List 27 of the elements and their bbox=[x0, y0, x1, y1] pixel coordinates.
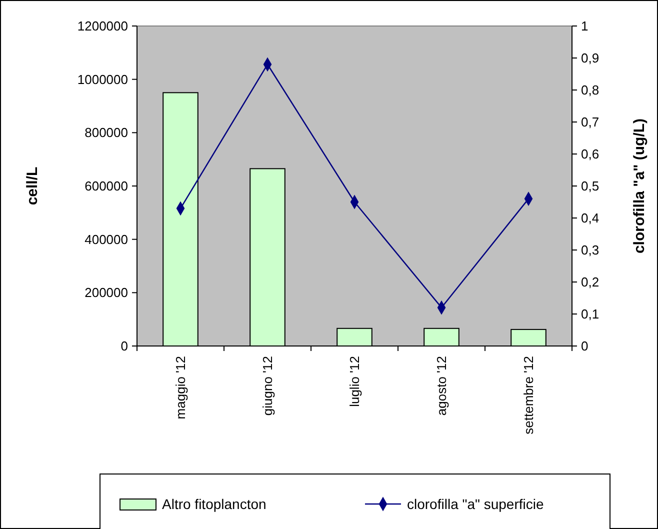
y2-tick-label: 1 bbox=[581, 18, 588, 34]
y2-tick-label: 0,3 bbox=[581, 242, 600, 258]
y2-tick-label: 0 bbox=[581, 338, 588, 354]
x-tick-label: luglio '12 bbox=[347, 356, 362, 407]
y2-tick-label: 0,8 bbox=[581, 82, 600, 98]
x-tick-label: maggio '12 bbox=[173, 356, 188, 420]
y-tick-label: 400000 bbox=[84, 232, 128, 247]
y2-tick-label: 0,4 bbox=[581, 210, 600, 226]
y-axis-title: cell/L bbox=[24, 166, 41, 206]
x-tick-label: settembre '12 bbox=[521, 356, 536, 434]
x-tick-label: agosto '12 bbox=[434, 356, 450, 416]
y-tick-label: 600000 bbox=[84, 178, 128, 194]
y2-axis-title: clorofilla "a" (ug/L) bbox=[631, 118, 648, 254]
legend-label: Altro fitoplancton bbox=[162, 496, 266, 512]
y-tick-label: 800000 bbox=[84, 125, 128, 140]
legend-label: clorofilla "a" superficie bbox=[407, 496, 544, 512]
y-tick-label: 0 bbox=[120, 338, 128, 354]
y2-tick-label: 0,7 bbox=[581, 114, 600, 130]
y-tick-label: 200000 bbox=[84, 285, 128, 300]
y2-tick-label: 0,9 bbox=[581, 50, 600, 66]
y2-tick-label: 0,6 bbox=[581, 146, 600, 162]
y2-tick-label: 0,2 bbox=[581, 274, 600, 290]
y2-tick-label: 0,1 bbox=[581, 306, 600, 322]
y-tick-label: 1000000 bbox=[77, 72, 128, 87]
y-tick-label: 1200000 bbox=[77, 18, 128, 34]
x-tick-label: giugno '12 bbox=[260, 356, 276, 416]
y2-tick-label: 0,5 bbox=[581, 178, 600, 194]
